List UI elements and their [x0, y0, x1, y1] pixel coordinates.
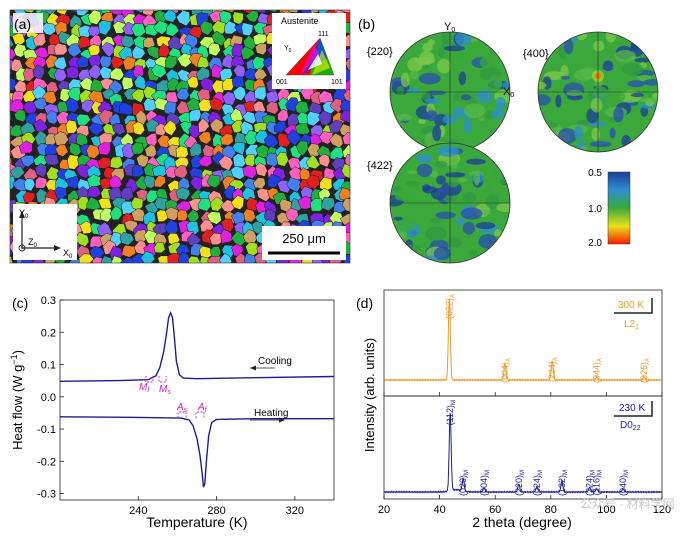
- pole-figure-colorbar: 0.5 1.0 2.0: [588, 168, 631, 249]
- scale-bar-label: 250 μm: [282, 231, 326, 246]
- label-ms: Ms: [159, 384, 171, 396]
- xrd-peak-label: (024)M: [532, 470, 544, 496]
- panel-label-b: (b): [358, 16, 375, 32]
- xrd-legend-230k: 230 K D022: [614, 401, 653, 432]
- label-mf: Mf: [139, 382, 150, 394]
- dsc-x-tick-label: 320: [286, 505, 304, 517]
- dsc-x-tick-label: 280: [207, 505, 225, 517]
- sample-axes-key: Y0 Z0 X0: [13, 204, 77, 260]
- scale-bar: 250 μm: [262, 226, 346, 260]
- ipf-axis-label: Y0: [284, 45, 292, 54]
- ipf-triangle: [285, 37, 335, 76]
- pf-label-422: {422}: [367, 160, 393, 172]
- xrd-peak-label: (224)A: [547, 357, 559, 382]
- dsc-y-tick-label: 0.1: [41, 360, 56, 372]
- xrd-x-tick-label: 40: [433, 504, 445, 516]
- xrd-peak-label: (116)M: [592, 470, 604, 495]
- xrd-peak-label: (020)M: [458, 470, 470, 496]
- pole-figure-220: {220} Y0 X0: [367, 21, 514, 153]
- dsc-x-tick-label: 240: [129, 505, 147, 517]
- structure-d022: D022: [620, 420, 641, 432]
- dsc-y-tick-label: 0.2: [41, 327, 56, 339]
- dsc-y-tick-label: -0.1: [37, 424, 56, 436]
- xrd-y-axis-title: Intensity (arb. units): [362, 338, 377, 452]
- colorbar-tick-0: 0.5: [588, 168, 602, 179]
- xrd-peak-label: (004)A: [500, 358, 512, 383]
- dsc-y-tick-label: -0.2: [37, 456, 56, 468]
- xrd-peak-label: (040)M: [618, 470, 630, 496]
- panel-label-c: (c): [12, 295, 28, 311]
- xrd-legend-300k: 300 K L21: [614, 298, 653, 331]
- panel-d: (d) 20 40 60 80 100 120 (022)A (004)A (224)A (04…: [356, 289, 675, 530]
- dsc-y-axis-title: Heat flow (W g−1): [9, 350, 25, 450]
- xrd-peak-label: (044)A: [592, 358, 604, 383]
- watermark: 公众号 · 材料学网: [580, 496, 675, 511]
- label-cooling: Cooling: [258, 356, 292, 367]
- colorbar-tick-1: 1.0: [588, 204, 602, 215]
- axis-y-label: Y0: [19, 208, 29, 220]
- xrd-peak-label: (112)M: [445, 400, 457, 425]
- xrd-peak-label: (132)M: [557, 470, 569, 496]
- ipf-corner-101: 101: [331, 79, 343, 86]
- panel-b: (b) {220} Y0 X0 {400} {422}: [358, 16, 659, 264]
- ipf-color-key: Austenite 111 Y0 001 101: [272, 13, 346, 89]
- ipf-corner-111: 111: [318, 31, 329, 38]
- dsc-series-heating: [59, 416, 334, 488]
- dsc-annotations: Cooling Heating Mf Ms As Af: [139, 356, 292, 423]
- xrd-x-tick-label: 80: [545, 504, 557, 516]
- colorbar-tick-2: 2.0: [588, 238, 602, 249]
- legend-230k: 230 K: [619, 403, 645, 414]
- dsc-x-axis-title: Temperature (K): [146, 514, 247, 530]
- pole-figure-422: {422}: [367, 142, 511, 264]
- axis-x-label: X0: [63, 248, 73, 260]
- panel-c: (c) 240 280 320 0.3 0.2 0.1 0.0 -0.1 -0.2 -0.3 Co…: [9, 295, 335, 530]
- xrd-pattern-300k: [383, 298, 663, 383]
- dsc-y-tick-label: 0.3: [41, 295, 56, 307]
- xrd-peak-label: (224)M: [585, 470, 597, 496]
- xrd-x-tick-label: 120: [653, 504, 671, 516]
- ipf-title: Austenite: [281, 16, 319, 26]
- label-as: As: [176, 402, 188, 414]
- dsc-series-cooling: [59, 311, 335, 382]
- panel-label-a: (a): [14, 16, 31, 32]
- xrd-peak-label: (026)A: [639, 358, 651, 383]
- xrd-x-axis-title: 2 theta (degree): [472, 514, 572, 530]
- xrd-frame-230k: [383, 395, 663, 500]
- dsc-plot-frame: [59, 299, 335, 501]
- pf-label-220: {220}: [367, 46, 393, 58]
- label-af: Af: [197, 402, 208, 414]
- panel-label-d: (d): [356, 295, 373, 311]
- xrd-pattern-230k: [383, 413, 663, 494]
- axis-z-label: Z0: [28, 237, 38, 249]
- structure-l21: L21: [624, 319, 639, 331]
- xrd-peak-label: (004)M: [479, 470, 491, 496]
- dsc-y-tick-label: -0.3: [37, 489, 56, 501]
- xrd-peak-label: (220)M: [514, 470, 526, 496]
- label-heating: Heating: [254, 408, 288, 419]
- xrd-x-tick-label: 100: [597, 504, 615, 516]
- legend-300k: 300 K: [618, 300, 644, 311]
- pf-label-400: {400}: [523, 48, 549, 60]
- dsc-y-tick-label: 0.0: [41, 392, 56, 404]
- pf-axis-y: Y0: [444, 21, 455, 34]
- xrd-x-tick-label: 60: [489, 504, 501, 516]
- pf-axis-x: X0: [503, 86, 514, 99]
- xrd-peak-label: (022)A: [444, 294, 456, 319]
- ipf-corner-001: 001: [276, 79, 288, 86]
- pole-figure-400: {400}: [523, 31, 659, 153]
- panel-a: Austenite 111 Y0 001 101 Y0: [9, 9, 351, 264]
- xrd-x-tick-label: 20: [378, 504, 390, 516]
